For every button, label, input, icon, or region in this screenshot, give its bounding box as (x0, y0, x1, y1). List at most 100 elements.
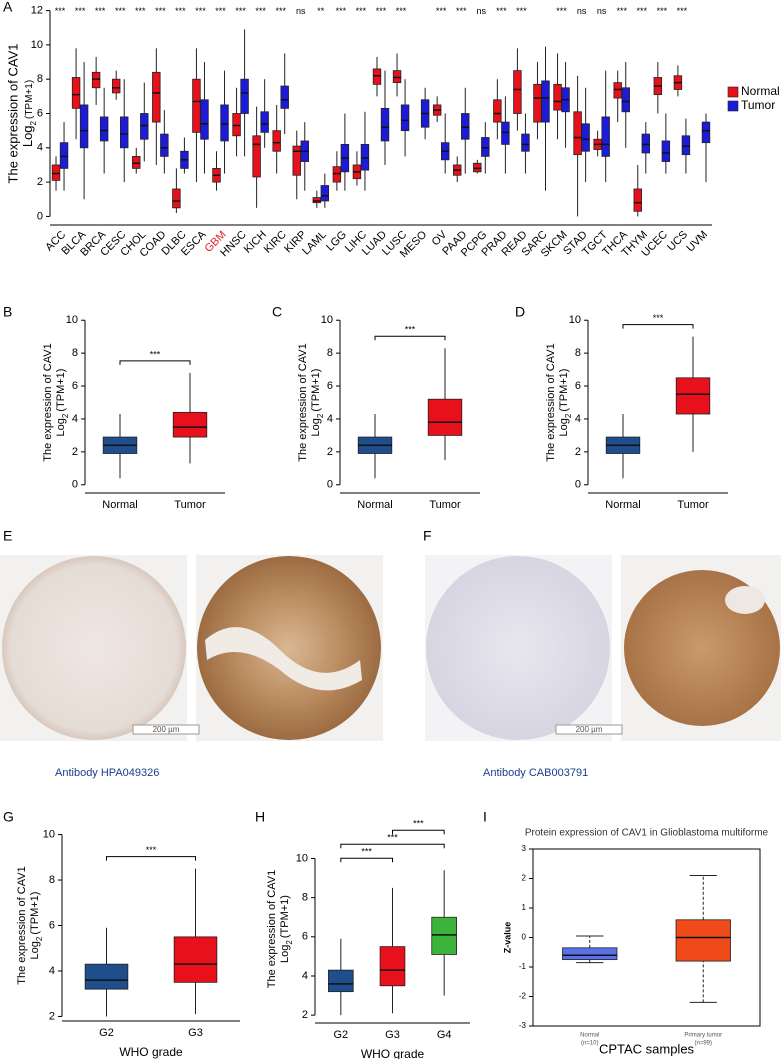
comparison-bracket (340, 843, 445, 849)
y-tick-label: 4 (72, 413, 78, 425)
y-tick-label: 8 (575, 347, 581, 359)
panel-label: E (3, 528, 12, 544)
y-tick-label: 8 (327, 347, 333, 359)
panel-label: H (255, 809, 265, 825)
scale-bar (555, 724, 623, 735)
comparison-bracket (340, 857, 393, 863)
significance-label: *** (677, 6, 688, 16)
box (621, 87, 630, 113)
box (601, 116, 610, 157)
significance-label: *** (637, 6, 648, 16)
box (613, 82, 622, 99)
y-axis-label: The expression of CAV1 (16, 866, 28, 984)
significance-label: *** (195, 6, 206, 16)
y-axis-label: The expression of CAV1 (297, 343, 309, 461)
box (675, 919, 731, 962)
legend-label: Normal (741, 84, 780, 98)
significance-label: ns (597, 6, 607, 16)
box (481, 137, 490, 157)
y-axis-label-sub: 2 (61, 413, 70, 418)
y-axis-label: Log2(TPM+1) (279, 895, 294, 963)
box (220, 104, 229, 142)
x-tick-label: Tumor (677, 499, 709, 511)
antibody-caption: Antibody HPA049326 (55, 767, 159, 779)
legend-swatch (727, 100, 739, 112)
y-axis-label-part: (TPM+1) (310, 369, 322, 412)
box (140, 113, 149, 140)
y-tick-label: 4 (302, 970, 308, 982)
y-axis-label-part: Log (20, 125, 35, 147)
box (392, 70, 402, 84)
y-tick-label: 10 (43, 828, 55, 840)
box (581, 123, 590, 152)
y-tick-label: 2 (302, 1009, 308, 1021)
legend-swatch (727, 86, 739, 98)
comparison-label: *** (413, 819, 424, 829)
y-axis-label: Log2(TPM+1) (310, 369, 325, 437)
box (59, 142, 69, 169)
box (372, 68, 382, 85)
comparison-label: *** (146, 845, 157, 855)
y-tick-label: 6 (575, 380, 581, 392)
y-axis-label-sub: 2 (29, 120, 38, 125)
y-axis-label-part: (TPM+1) (55, 369, 67, 412)
panel-label: I (483, 809, 487, 825)
y-axis-label-part: Log (55, 418, 67, 436)
box (541, 80, 550, 123)
box (513, 70, 522, 114)
y-tick-label: 10 (321, 314, 333, 326)
significance-label: *** (556, 6, 567, 16)
box (172, 411, 208, 438)
panel-label: A (3, 0, 13, 15)
box (400, 104, 410, 132)
box (493, 99, 502, 123)
box (380, 107, 390, 142)
box (91, 71, 101, 89)
y-axis-label-part: Log (29, 941, 41, 959)
x-tick-label: G3 (385, 1029, 400, 1041)
x-tick-label: Normal (605, 499, 640, 511)
box (461, 113, 470, 140)
y-axis-label-part: Log (310, 418, 322, 436)
significance-label: *** (55, 6, 66, 16)
y-tick-label: 6 (49, 919, 55, 931)
y-tick-label: 2 (49, 1010, 55, 1022)
x-axis-label: CPTAC samples (599, 1041, 695, 1056)
significance-label: *** (657, 6, 668, 16)
y-tick-label: 8 (49, 874, 55, 886)
x-tick-label: Primary tumor (684, 1033, 722, 1039)
comparison-label: *** (361, 847, 372, 857)
x-axis-label: WHO grade (119, 1045, 183, 1059)
box (473, 162, 482, 173)
box (320, 185, 330, 202)
y-tick-label: 3 (522, 844, 527, 853)
y-tick-label: 0 (522, 933, 527, 942)
significance-label: *** (356, 6, 367, 16)
box (71, 77, 81, 109)
y-tick-label: 4 (575, 413, 581, 425)
panel-label: D (515, 304, 525, 320)
significance-label: *** (75, 6, 86, 16)
box (79, 104, 89, 149)
significance-label: *** (95, 6, 106, 16)
y-axis-label-part: Log (558, 418, 570, 436)
tissue-core (2, 556, 186, 740)
y-tick-label: 2 (575, 446, 581, 458)
significance-label: ns (577, 6, 587, 16)
box (701, 121, 711, 144)
y-tick-label: 0 (575, 479, 581, 491)
box (51, 164, 61, 181)
y-axis-label: Log2(TPM+1) (558, 369, 573, 437)
y-tick-label: 2 (522, 874, 527, 883)
comparison-bracket (119, 360, 191, 365)
y-tick-label: -1 (519, 962, 527, 971)
box (260, 111, 269, 133)
legend-label: Tumor (741, 98, 775, 112)
x-tick-label: Normal (357, 499, 392, 511)
y-axis-label-part: (TPM+1) (29, 892, 41, 935)
y-tick-label: 10 (66, 314, 78, 326)
box (192, 78, 201, 133)
y-tick-label: 6 (37, 107, 43, 119)
y-tick-label: 8 (302, 892, 308, 904)
box (120, 116, 129, 149)
